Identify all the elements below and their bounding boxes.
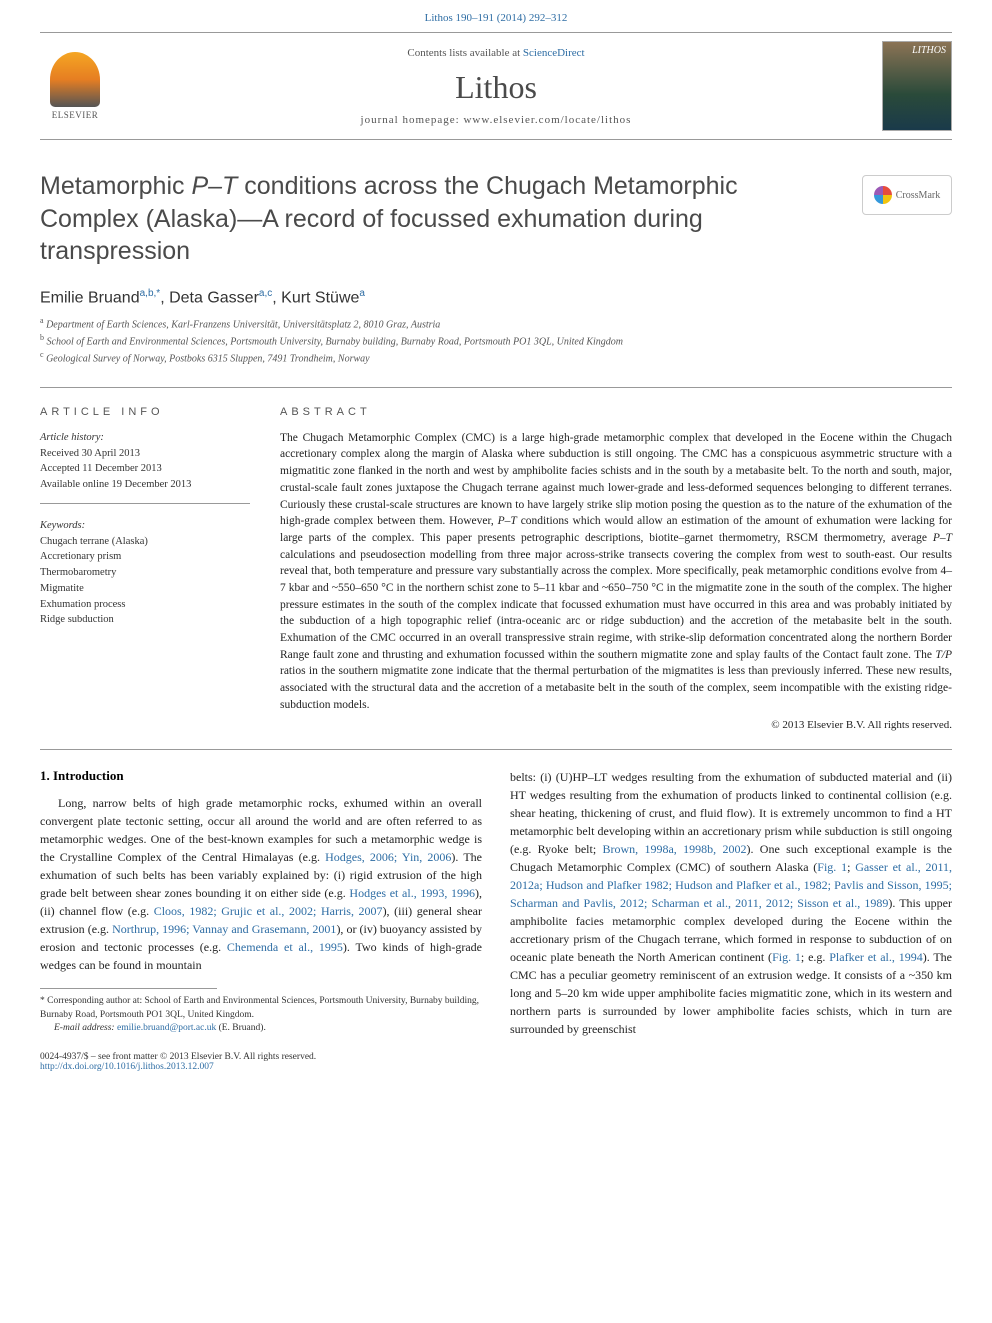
author-2-name: Deta Gasser <box>169 289 259 306</box>
ref-link[interactable]: Hodges et al., 1993, 1996 <box>349 886 475 900</box>
journal-homepage: journal homepage: www.elsevier.com/locat… <box>110 114 882 126</box>
sciencedirect-link[interactable]: ScienceDirect <box>523 47 585 59</box>
article-header: Metamorphic P–T conditions across the Ch… <box>40 170 952 268</box>
article-info-heading: article info <box>40 406 250 418</box>
received-date: Received 30 April 2013 <box>40 446 250 462</box>
journal-title: Lithos <box>110 69 882 106</box>
crossmark-label: CrossMark <box>896 190 940 201</box>
body-columns: 1. Introduction Long, narrow belts of hi… <box>40 768 952 1038</box>
author-1-name: Emilie Bruand <box>40 289 140 306</box>
article-title: Metamorphic P–T conditions across the Ch… <box>40 170 952 268</box>
keyword: Thermobarometry <box>40 565 250 581</box>
keyword: Chugach terrane (Alaska) <box>40 534 250 550</box>
masthead-center: Contents lists available at ScienceDirec… <box>110 47 882 126</box>
cover-title: LITHOS <box>912 45 946 56</box>
authors-line: Emilie Bruanda,b,*, Deta Gassera,c, Kurt… <box>40 288 952 307</box>
article-info-column: article info Article history: Received 3… <box>40 406 250 731</box>
elsevier-label: ELSEVIER <box>52 110 99 120</box>
affiliation-b: b School of Earth and Environmental Scie… <box>40 332 952 349</box>
masthead: ELSEVIER Contents lists available at Sci… <box>40 32 952 140</box>
keywords-label: Keywords: <box>40 518 250 534</box>
author-3-name: Kurt Stüwe <box>281 289 359 306</box>
contents-prefix: Contents lists available at <box>407 47 522 59</box>
email-link[interactable]: emilie.bruand@port.ac.uk <box>117 1023 216 1033</box>
keyword: Migmatite <box>40 581 250 597</box>
ref-link[interactable]: Northrup, 1996; Vannay and Grasemann, 20… <box>112 922 336 936</box>
info-abstract-row: article info Article history: Received 3… <box>40 406 952 731</box>
history-label: Article history: <box>40 430 250 446</box>
crossmark-icon <box>874 186 892 204</box>
abstract-heading: abstract <box>280 406 952 418</box>
fig-link[interactable]: Fig. 1 <box>817 860 847 874</box>
keyword: Exhumation process <box>40 597 250 613</box>
footnote-text: Corresponding author at: School of Earth… <box>40 996 479 1019</box>
ref-link[interactable]: Brown, 1998a, 1998b, 2002 <box>602 842 746 856</box>
abstract-text: The Chugach Metamorphic Complex (CMC) is… <box>280 430 952 713</box>
intro-paragraph-left: Long, narrow belts of high grade metamor… <box>40 794 482 974</box>
ref-link[interactable]: Hodges, 2006; Yin, 2006 <box>325 850 451 864</box>
copyright-line: © 2013 Elsevier B.V. All rights reserved… <box>280 719 952 731</box>
ref-link[interactable]: Cloos, 1982; Grujic et al., 2002; Harris… <box>154 904 383 918</box>
keyword: Ridge subduction <box>40 612 250 628</box>
journal-cover-thumbnail: LITHOS <box>882 41 952 131</box>
author-1-aff: a,b,* <box>140 288 161 299</box>
author-3-aff: a <box>359 288 365 299</box>
affiliations: a Department of Earth Sciences, Karl-Fra… <box>40 315 952 367</box>
ref-link[interactable]: Chemenda et al., 1995 <box>227 940 343 954</box>
divider <box>40 749 952 750</box>
body-column-right: belts: (i) (U)HP–LT wedges resulting fro… <box>510 768 952 1038</box>
elsevier-tree-icon <box>50 52 100 107</box>
footer-copyright: 0024-4937/$ – see front matter © 2013 El… <box>40 1052 952 1062</box>
keywords-block: Keywords: Chugach terrane (Alaska) Accre… <box>40 518 250 628</box>
author-sep: , <box>160 289 169 306</box>
page-footer: 0024-4937/$ – see front matter © 2013 El… <box>40 1052 952 1072</box>
contents-line: Contents lists available at ScienceDirec… <box>110 47 882 59</box>
title-pt-italic: P–T <box>191 172 237 200</box>
affiliation-a: a Department of Earth Sciences, Karl-Fra… <box>40 315 952 332</box>
article-history-block: Article history: Received 30 April 2013 … <box>40 430 250 504</box>
email-label: E-mail address: <box>54 1023 117 1033</box>
homepage-label: journal homepage: <box>361 114 464 126</box>
divider <box>40 387 952 388</box>
affiliation-c: c Geological Survey of Norway, Postboks … <box>40 349 952 366</box>
crossmark-badge[interactable]: CrossMark <box>862 175 952 215</box>
online-date: Available online 19 December 2013 <box>40 477 250 493</box>
body-column-left: 1. Introduction Long, narrow belts of hi… <box>40 768 482 1038</box>
doi-link[interactable]: http://dx.doi.org/10.1016/j.lithos.2013.… <box>40 1062 214 1072</box>
keyword: Accretionary prism <box>40 549 250 565</box>
intro-heading: 1. Introduction <box>40 768 482 784</box>
title-pre: Metamorphic <box>40 172 191 200</box>
abstract-column: abstract The Chugach Metamorphic Complex… <box>280 406 952 731</box>
email-suffix: (E. Bruand). <box>216 1023 266 1033</box>
author-sep: , <box>272 289 281 306</box>
accepted-date: Accepted 11 December 2013 <box>40 461 250 477</box>
intro-paragraph-right: belts: (i) (U)HP–LT wedges resulting fro… <box>510 768 952 1038</box>
homepage-url[interactable]: www.elsevier.com/locate/lithos <box>463 114 631 126</box>
fig-link[interactable]: Fig. 1 <box>772 950 801 964</box>
elsevier-logo: ELSEVIER <box>40 46 110 126</box>
citation-link[interactable]: Lithos 190–191 (2014) 292–312 <box>0 0 992 32</box>
footnote-divider <box>40 988 217 989</box>
corresponding-footnote: * Corresponding author at: School of Ear… <box>40 995 482 1035</box>
author-2-aff: a,c <box>259 288 272 299</box>
ref-link[interactable]: Plafker et al., 1994 <box>829 950 922 964</box>
